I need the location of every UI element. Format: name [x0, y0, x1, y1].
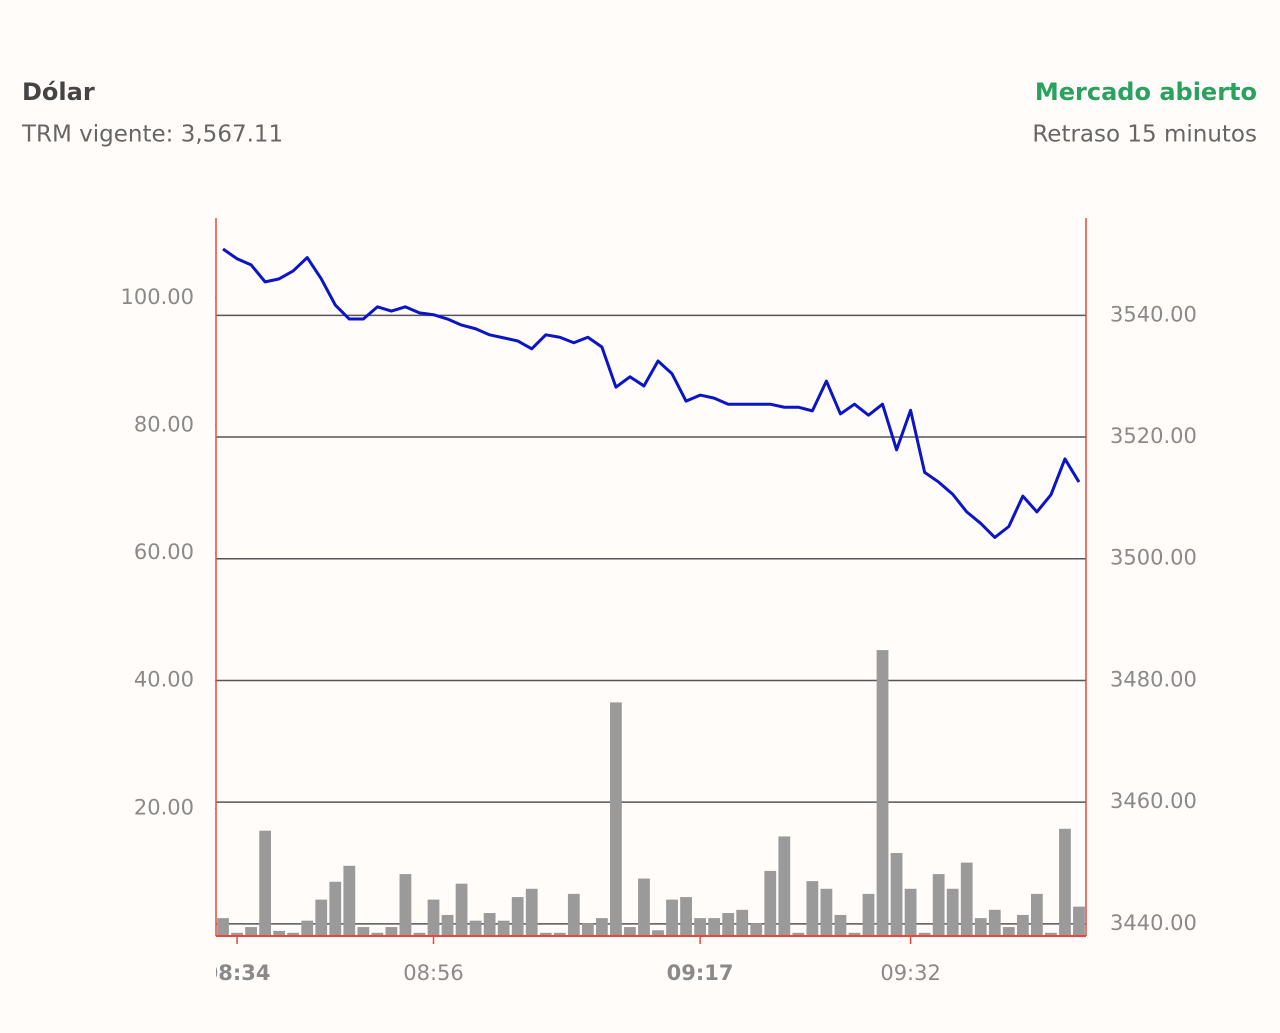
y2-tick-label: 3540.00 [1110, 302, 1197, 326]
y-tick-label: 60.00 [134, 540, 194, 564]
title: Dólar [22, 78, 95, 106]
volume-bar [820, 888, 833, 936]
x-tick-label: 09:17 [667, 961, 734, 985]
volume-bar [1030, 893, 1043, 936]
x-tick-label: 08:34 [204, 961, 271, 985]
volume-bar [525, 888, 538, 936]
volume-bar [497, 920, 510, 936]
volume-bar [539, 932, 552, 936]
y-tick-label: 80.00 [134, 412, 194, 436]
volume-bar [1073, 906, 1085, 936]
volume-bar [581, 923, 594, 936]
volume-bar [595, 918, 608, 936]
volume-bar [511, 897, 524, 936]
x-tick-label: 08:56 [403, 961, 464, 985]
y-tick-label: 20.00 [134, 795, 194, 819]
volume-bar [624, 927, 636, 936]
volume-bar [399, 874, 412, 936]
market-status: Mercado abierto [1035, 78, 1257, 106]
volume-bar [988, 909, 1001, 936]
volume-bar [413, 932, 426, 936]
y-tick-label: 100.00 [121, 285, 194, 309]
volume-bar [652, 930, 664, 936]
volume-bar [638, 878, 650, 936]
volume-bar [890, 853, 903, 936]
volume-bar [876, 650, 889, 936]
y2-tick-label: 3480.00 [1110, 667, 1197, 691]
volume-bar [259, 830, 272, 936]
volume-bar [231, 932, 243, 936]
volume-bar [469, 920, 482, 936]
volume-bar [1016, 914, 1029, 936]
volume-bar [694, 918, 707, 936]
volume-bar [427, 899, 440, 936]
volume-bar [1002, 927, 1015, 936]
volume-bar [1059, 828, 1071, 936]
volume-bar [315, 899, 328, 936]
volume-bar [932, 874, 945, 936]
volume-bar [764, 870, 777, 936]
volume-bar [553, 932, 566, 936]
volume-bar [441, 914, 454, 936]
volume-bar [722, 913, 735, 936]
volume-bar [708, 918, 721, 936]
volume-bar [666, 899, 678, 936]
volume-bar [792, 932, 805, 936]
y2-tick-label: 3500.00 [1110, 546, 1197, 570]
volume-bar [736, 909, 749, 936]
volume-bar [483, 913, 496, 936]
x-tick-label: 09:32 [880, 961, 941, 985]
volume-bar [455, 883, 468, 936]
volume-bar [245, 927, 257, 936]
volume-bar [918, 932, 931, 936]
delay-note: Retraso 15 minutos [1032, 122, 1257, 148]
volume-bar [343, 865, 356, 936]
volume-bar [217, 918, 229, 936]
volume-bar [301, 920, 314, 936]
volume-bar [848, 932, 861, 936]
volume-bar [287, 932, 300, 936]
volume-bar [371, 932, 384, 936]
y2-tick-label: 3440.00 [1110, 911, 1197, 935]
y2-tick-label: 3520.00 [1110, 424, 1197, 448]
volume-bar [946, 888, 959, 936]
y2-tick-label: 3460.00 [1110, 789, 1197, 813]
volume-bar [273, 930, 286, 936]
volume-bar [834, 914, 847, 936]
price-line [222, 247, 1081, 539]
subtitle: TRM vigente: 3,567.11 [21, 122, 283, 148]
volume-bar [750, 923, 763, 936]
volume-bar [357, 927, 370, 936]
volume-bar [806, 881, 819, 936]
volume-bar [960, 862, 973, 936]
volume-bar [610, 702, 622, 936]
volume-bar [778, 836, 791, 936]
volume-bar [329, 881, 342, 936]
volume-bar [567, 893, 580, 936]
volume-bar [904, 888, 917, 936]
y-tick-label: 40.00 [134, 668, 194, 692]
volume-bar [974, 918, 987, 936]
volume-bar [385, 927, 398, 936]
volume-bar [1045, 932, 1057, 936]
plot: 3440.00 3460.00 3480.00 3500.00 3520.00 3540.… [121, 218, 1197, 985]
volume-bar [862, 893, 875, 936]
volume-bar [680, 897, 692, 936]
